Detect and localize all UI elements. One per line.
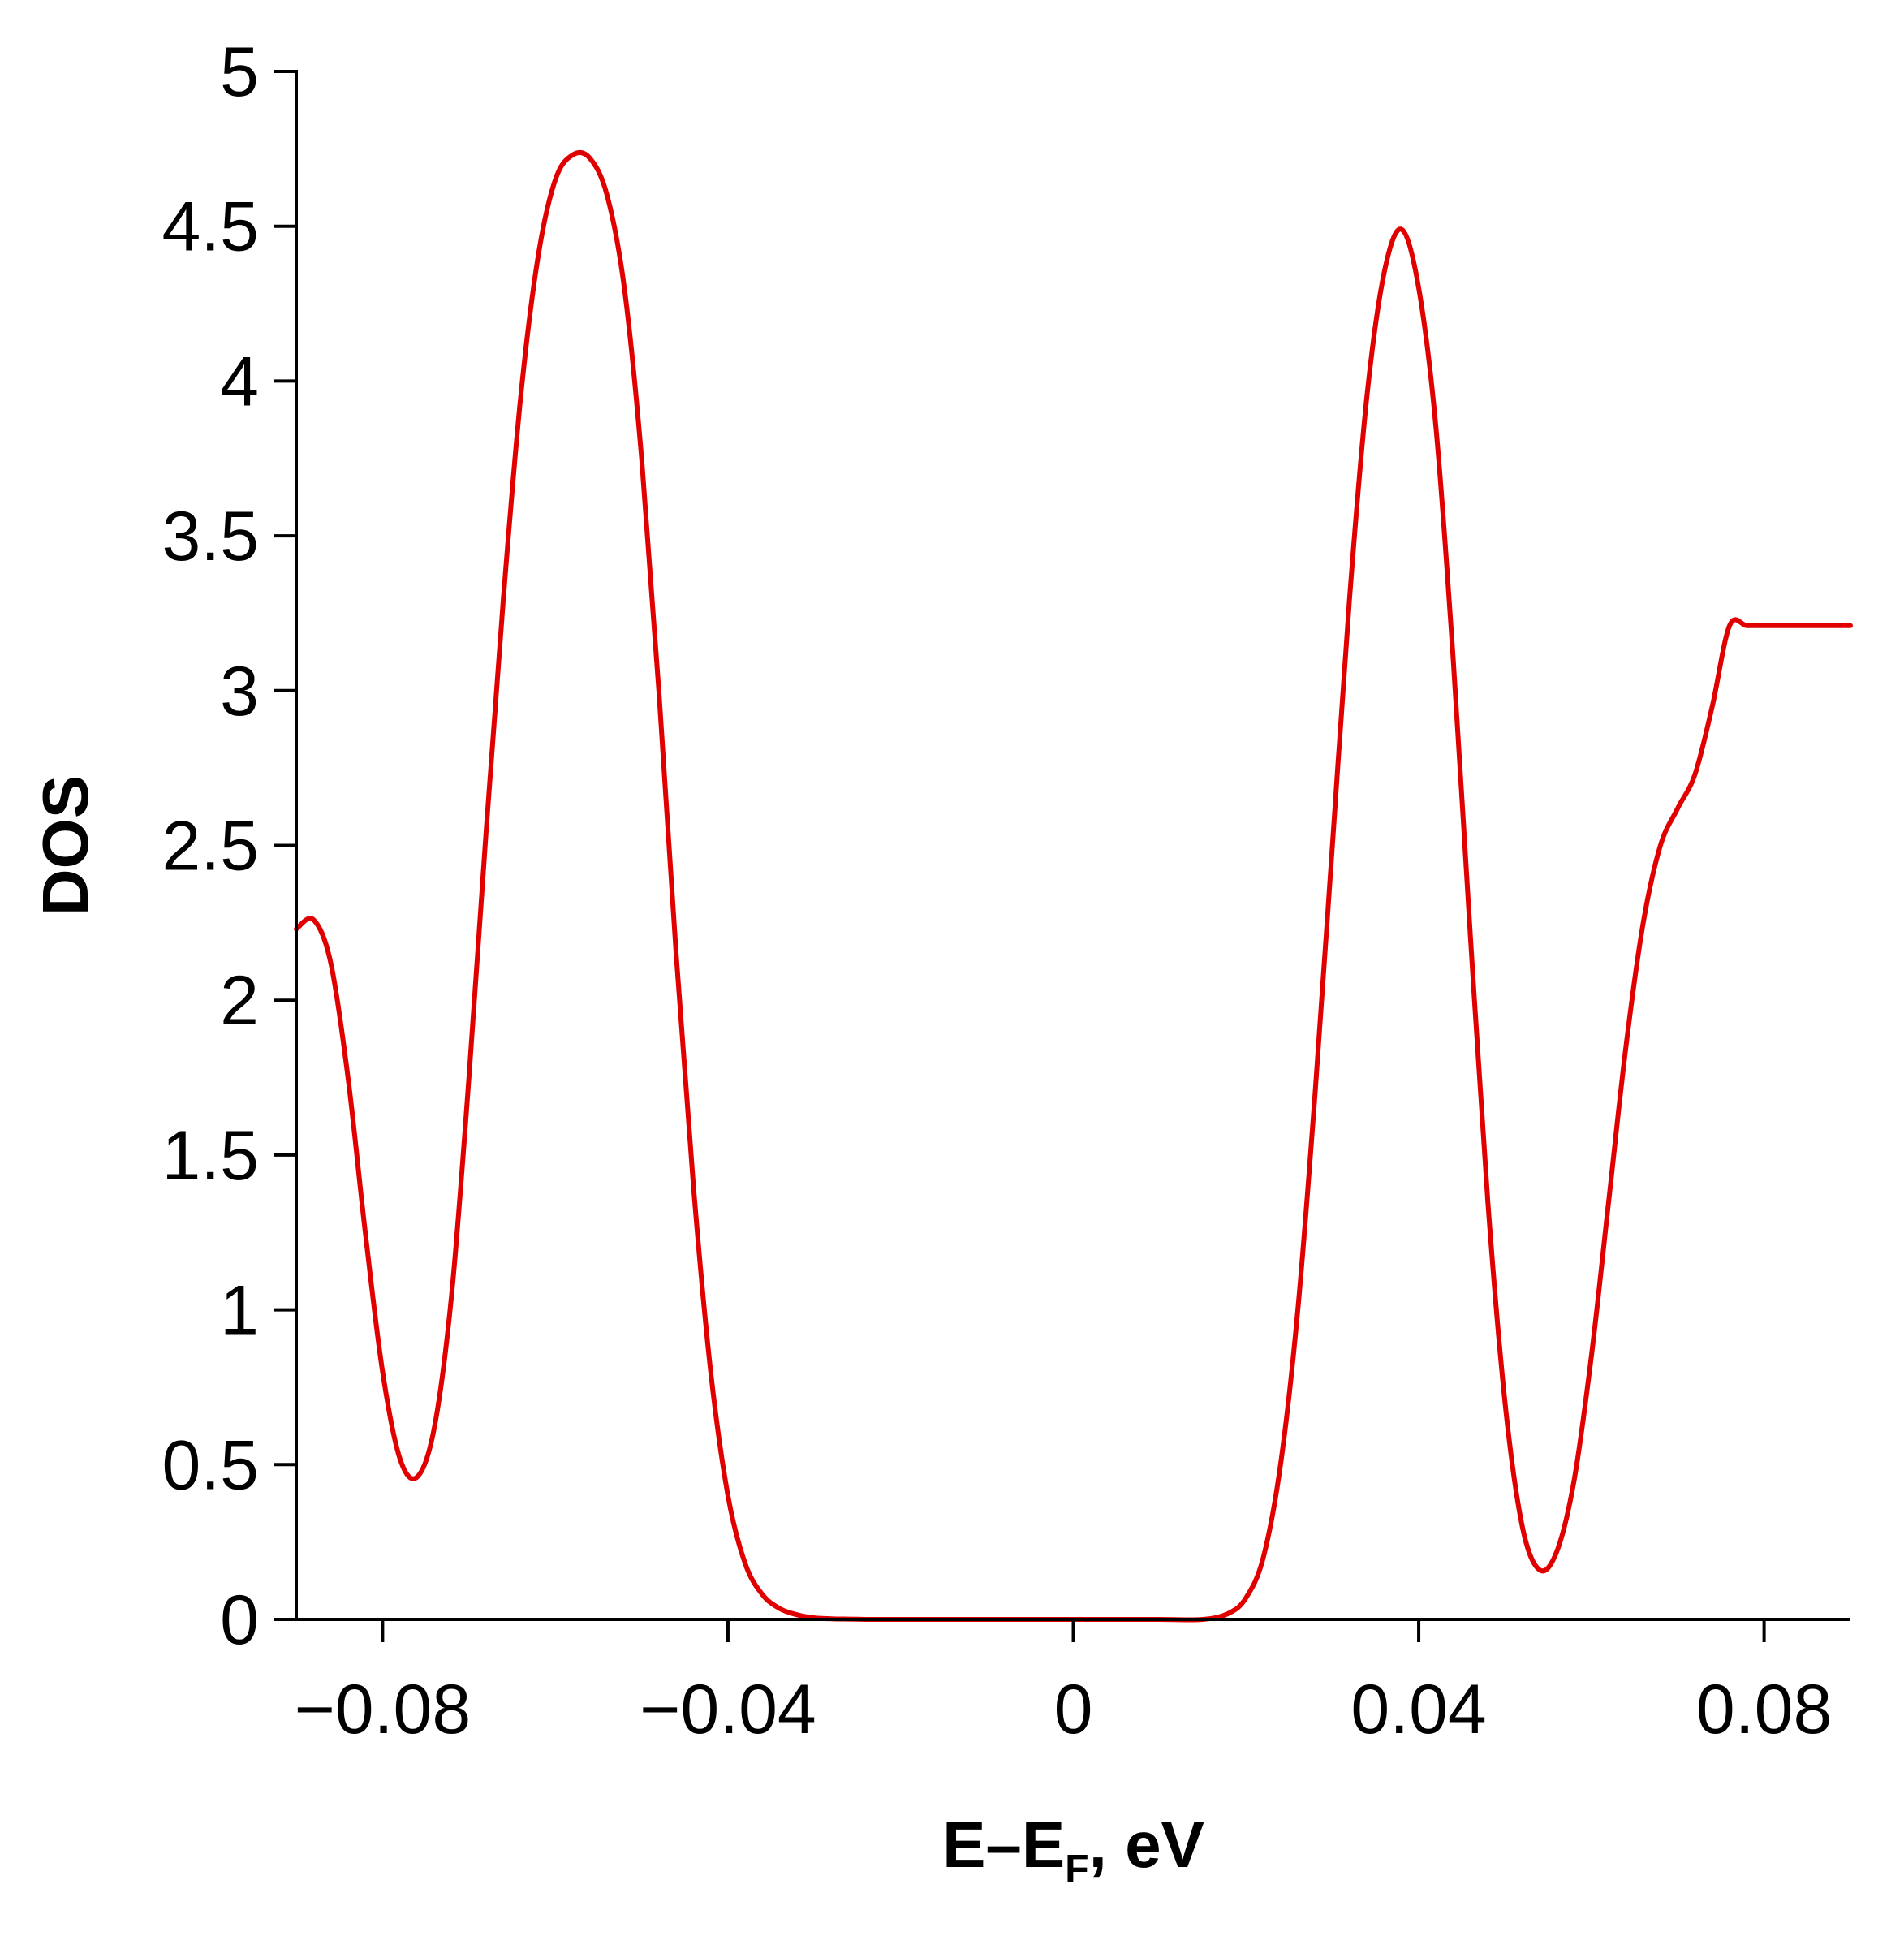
x-tick-label: 0 [1054,1671,1093,1748]
y-tick-label: 0.5 [162,1426,259,1504]
y-axis-title: DOS [29,775,101,916]
x-axis-title-main: E–E [942,1809,1065,1881]
y-tick-label: 0 [220,1581,259,1659]
x-tick-label: 0.08 [1696,1671,1832,1748]
y-tick-label: 2 [220,962,259,1040]
x-tick-label: −0.04 [640,1671,816,1748]
y-tick-label: 1.5 [162,1117,259,1195]
y-ticks: 0 0.5 1 1.5 2 2.5 3 3.5 4 4.5 5 [162,33,296,1659]
x-axis-title-suffix: , eV [1089,1809,1204,1881]
x-tick-label: −0.08 [295,1671,472,1748]
dos-series-line [294,150,1853,1623]
y-tick-label: 3 [220,653,259,731]
y-tick-label: 2.5 [162,808,259,886]
y-tick-label: 4 [220,343,259,420]
y-tick-label: 3.5 [162,498,259,576]
x-axis-title: E–EF, eV [942,1809,1204,1891]
x-axis-title-subscript: F [1065,1848,1088,1891]
y-tick-label: 1 [220,1272,259,1350]
y-tick-label: 4.5 [162,188,259,266]
plot-area [294,150,1853,1623]
x-tick-label: 0.04 [1350,1671,1486,1748]
x-ticks: −0.08 −0.04 0 0.04 0.08 [295,1619,1832,1748]
y-tick-label: 5 [220,33,259,111]
